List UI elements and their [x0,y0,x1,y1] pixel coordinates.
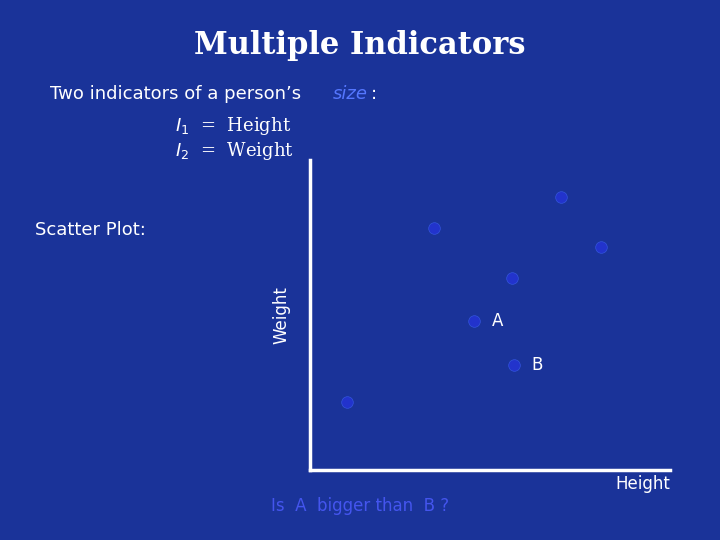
Text: B: B [532,356,543,374]
Text: A: A [492,312,503,330]
Point [509,360,521,369]
Text: Is  A  bigger than  B ?: Is A bigger than B ? [271,497,449,515]
Point [342,397,354,406]
Point [506,273,518,282]
Text: Two indicators of a person’s: Two indicators of a person’s [50,85,301,103]
Point [595,242,607,251]
Text: Scatter Plot:: Scatter Plot: [35,221,146,239]
Point [428,224,440,233]
Text: Weight: Weight [272,286,290,344]
Text: Multiple Indicators: Multiple Indicators [194,30,526,61]
Text: :: : [371,85,377,103]
Text: size: size [333,85,368,103]
Text: $I_1$  =  Height: $I_1$ = Height [175,115,291,137]
Point [469,317,480,326]
Text: Height: Height [615,475,670,493]
Text: $I_2$  =  Weight: $I_2$ = Weight [175,140,294,162]
Point [555,193,567,201]
